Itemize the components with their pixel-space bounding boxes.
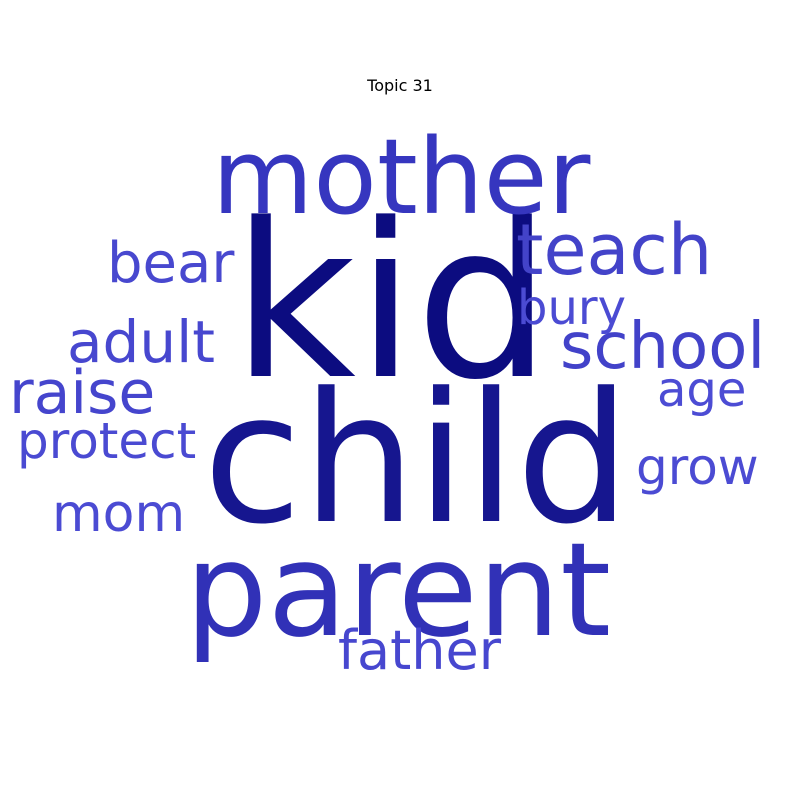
word-raise: raise bbox=[9, 358, 156, 428]
word-bear: bear bbox=[107, 231, 235, 296]
word-grow: grow bbox=[636, 438, 759, 496]
word-bury: bury bbox=[517, 280, 627, 336]
word-school: school bbox=[560, 310, 766, 384]
word-father: father bbox=[338, 619, 501, 682]
cloud-title: Topic 31 bbox=[367, 76, 433, 95]
word-mom: mom bbox=[52, 484, 186, 544]
word-parent: parent bbox=[185, 514, 612, 666]
word-adult: adult bbox=[67, 308, 215, 376]
word-protect: protect bbox=[17, 412, 197, 470]
word-kid: kid bbox=[232, 178, 552, 427]
word-child: child bbox=[203, 355, 631, 564]
word-teach: teach bbox=[516, 209, 713, 291]
word-mother: mother bbox=[212, 116, 591, 238]
word-age: age bbox=[657, 362, 747, 418]
